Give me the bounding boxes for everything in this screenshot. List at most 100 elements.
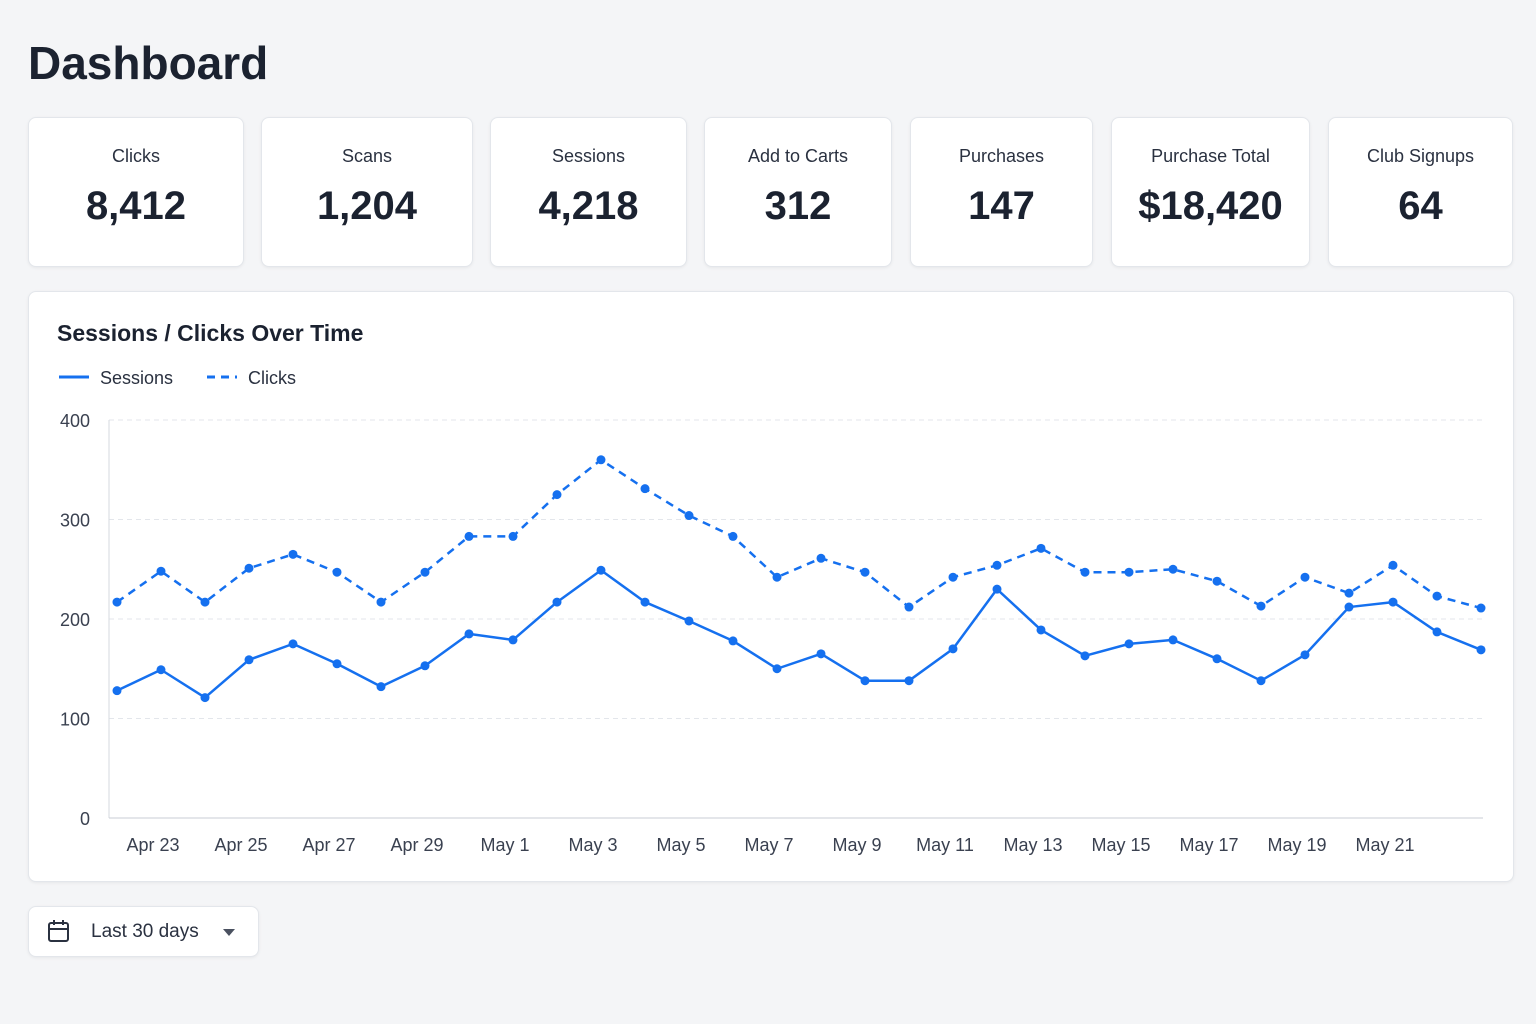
x-tick-label: May 13 <box>1003 835 1062 855</box>
x-tick-label: May 1 <box>480 835 529 855</box>
data-point <box>948 572 958 582</box>
stat-label: Purchases <box>958 146 1045 166</box>
data-point <box>992 584 1002 594</box>
stat-card: Purchase Total $18,420 <box>1111 117 1310 267</box>
data-point <box>596 455 606 465</box>
x-tick-label: May 9 <box>832 835 881 855</box>
stat-label: Add to Carts <box>747 146 849 166</box>
data-point <box>1388 597 1398 607</box>
data-point <box>816 553 826 563</box>
data-point <box>860 567 870 577</box>
data-point <box>288 639 298 649</box>
data-point <box>1124 639 1134 649</box>
data-point <box>860 676 870 686</box>
data-point <box>332 659 342 669</box>
data-point <box>508 531 518 541</box>
stat-value: $18,420 <box>1138 184 1283 228</box>
x-tick-label: May 21 <box>1355 835 1414 855</box>
chart: Sessions / Clicks Over Time Sessions Click… <box>57 320 1486 855</box>
data-point <box>156 665 166 675</box>
series-line <box>116 458 1482 610</box>
data-point <box>1344 588 1354 598</box>
stat-card: Club Signups 64 <box>1328 117 1513 267</box>
stat-value: 8,412 <box>85 184 187 228</box>
filter-label: Last 30 days <box>91 921 199 942</box>
x-tick-label: May 17 <box>1179 835 1238 855</box>
stat-card: Purchases 147 <box>910 117 1093 267</box>
legend-label: Clicks <box>248 368 296 388</box>
data-point <box>244 563 254 573</box>
data-point <box>992 560 1002 570</box>
data-point <box>1080 651 1090 661</box>
data-point <box>684 616 694 626</box>
data-point <box>640 597 650 607</box>
x-tick-label: May 15 <box>1091 835 1150 855</box>
data-point <box>1300 572 1310 582</box>
x-tick-label: May 5 <box>656 835 705 855</box>
data-point <box>1212 654 1222 664</box>
data-point <box>1080 567 1090 577</box>
data-point <box>1124 567 1134 577</box>
data-point <box>376 597 386 607</box>
series-line <box>116 568 1482 699</box>
x-tick-label: Apr 23 <box>126 835 179 855</box>
data-point <box>1256 601 1266 611</box>
data-point <box>728 531 738 541</box>
filter-icons <box>48 920 235 942</box>
stat-value: 147 <box>968 184 1035 228</box>
data-point <box>1476 645 1486 655</box>
data-point <box>552 490 562 500</box>
x-tick-label: May 11 <box>916 835 974 855</box>
data-point <box>1168 635 1178 645</box>
stat-value: 64 <box>1398 184 1443 228</box>
chart-title: Sessions / Clicks Over Time <box>57 320 363 346</box>
data-point <box>728 636 738 646</box>
stat-label: Sessions <box>551 146 626 166</box>
calendar-icon <box>48 922 69 942</box>
data-point <box>1476 603 1486 613</box>
stat-label: Club Signups <box>1366 146 1475 166</box>
stat-label: Purchase Total <box>1151 146 1270 166</box>
data-point <box>1256 676 1266 686</box>
data-point <box>948 644 958 654</box>
dropdown-caret <box>223 929 235 936</box>
chart-card: Sessions / Clicks Over Time Sessions Click… <box>28 291 1514 882</box>
data-point <box>1344 602 1354 612</box>
data-point <box>1432 591 1442 601</box>
stat-label: Scans <box>341 146 393 166</box>
data-point <box>552 597 562 607</box>
data-point <box>464 531 474 541</box>
data-point <box>200 693 210 703</box>
data-point <box>772 572 782 582</box>
stat-card: Add to Carts 312 <box>704 117 892 267</box>
data-point <box>684 511 694 521</box>
data-point <box>596 565 606 575</box>
legend-label: Sessions <box>100 368 173 388</box>
data-point <box>464 629 474 639</box>
data-point <box>1432 627 1442 637</box>
data-point <box>420 661 430 671</box>
y-tick-label: 100 <box>60 710 90 730</box>
data-point <box>200 597 210 607</box>
x-tick-label: Apr 29 <box>390 835 443 855</box>
x-tick-label: May 7 <box>744 835 793 855</box>
y-tick-label: 200 <box>60 610 90 630</box>
data-point <box>772 664 782 674</box>
data-point <box>1212 576 1222 586</box>
data-point <box>1388 560 1398 570</box>
x-tick-label: Apr 27 <box>302 835 355 855</box>
x-tick-label: May 3 <box>568 835 617 855</box>
date-filter[interactable]: Last 30 days <box>28 906 259 957</box>
data-point <box>1036 543 1046 553</box>
data-point <box>112 686 122 696</box>
y-tick-label: 0 <box>80 809 90 829</box>
data-point <box>244 655 254 665</box>
stat-value: 1,204 <box>316 184 418 228</box>
data-point <box>288 549 298 559</box>
data-point <box>640 484 650 494</box>
data-point <box>508 635 518 645</box>
data-point <box>112 597 122 607</box>
x-tick-label: Apr 25 <box>214 835 267 855</box>
data-point <box>1168 564 1178 574</box>
